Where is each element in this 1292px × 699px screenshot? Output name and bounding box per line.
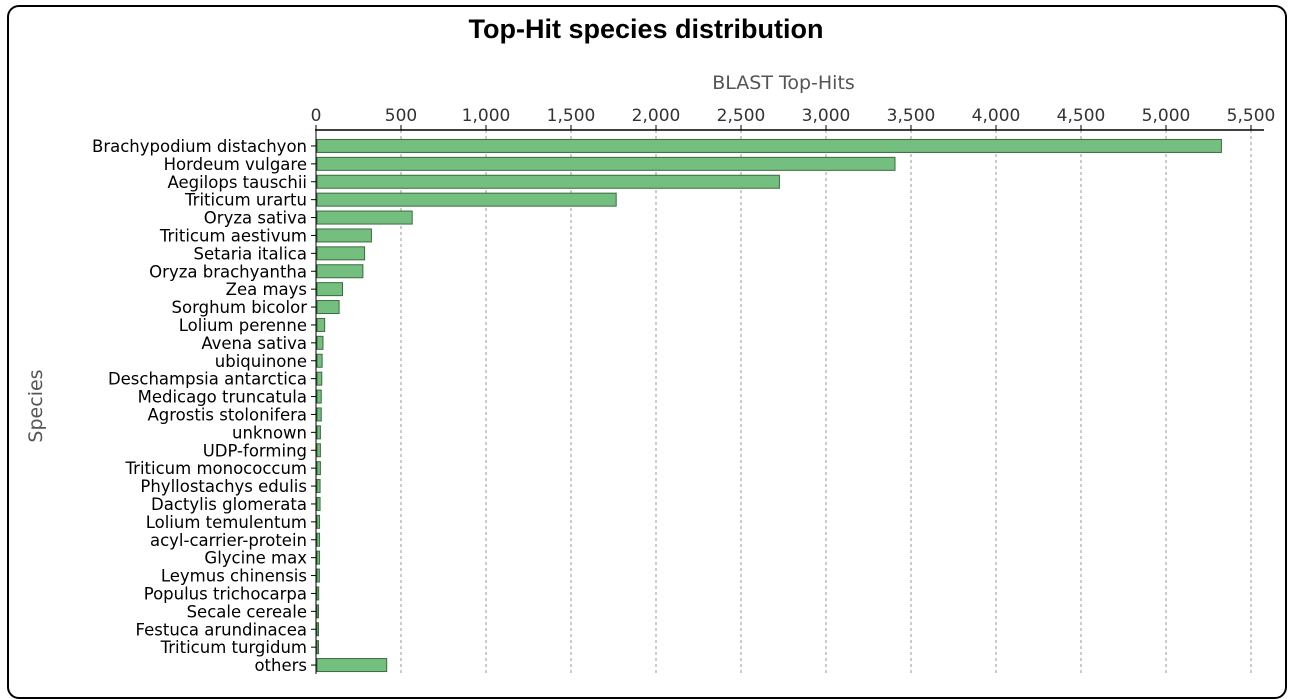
bar	[316, 496, 321, 511]
bar	[316, 425, 321, 440]
category-label: Triticum urartu	[184, 191, 307, 210]
category-label: Populus trichocarpa	[144, 584, 307, 603]
category-label: Lolium temulentum	[146, 513, 307, 532]
x-tick-label: 3,000	[802, 106, 851, 126]
bar	[316, 568, 320, 583]
plot-area: 0 500 1,000 1,500 2,000 2,500 3,000 3,500 4,000 4…	[92, 106, 1276, 674]
category-label: Triticum turgidum	[160, 638, 307, 657]
bar	[316, 192, 617, 207]
bar	[316, 550, 321, 565]
bar	[316, 210, 413, 225]
x-tick-label: 4,000	[972, 106, 1021, 126]
bar	[316, 604, 319, 619]
bar	[316, 228, 372, 243]
x-axis-label: BLAST Top-Hits	[712, 72, 855, 94]
x-tick-label: 5,500	[1227, 106, 1276, 126]
category-label: Oryza brachyantha	[149, 262, 307, 281]
x-tick-label: 1,500	[547, 106, 596, 126]
category-label: Glycine max	[204, 549, 307, 568]
bar	[316, 658, 388, 673]
category-label: ubiquinone	[215, 352, 307, 371]
chart-title: Top-Hit species distribution	[468, 14, 824, 44]
bar	[316, 479, 321, 494]
x-tick-label: 3,500	[887, 106, 936, 126]
category-label: others	[254, 656, 307, 674]
bar	[316, 353, 323, 368]
bar	[316, 407, 322, 422]
x-tick-label: 500	[385, 106, 417, 126]
bar	[316, 461, 321, 476]
category-label: Sorghum bicolor	[172, 298, 308, 317]
category-label: Deschampsia antarctica	[108, 370, 307, 389]
category-label: Aegilops tauschii	[167, 173, 307, 192]
x-tick-label: 0	[311, 106, 322, 126]
category-label: Agrostis stolonifera	[147, 405, 307, 424]
bar	[316, 156, 896, 171]
bar	[316, 514, 321, 529]
bar	[316, 335, 324, 350]
bar	[316, 371, 323, 386]
chart-frame	[7, 5, 1287, 699]
bar	[316, 532, 321, 547]
category-label: Setaria italica	[194, 244, 307, 263]
x-tick-label: 4,500	[1057, 106, 1106, 126]
category-label: UDP-forming	[203, 441, 307, 460]
bar	[316, 443, 321, 458]
category-label: Triticum monococcum	[125, 459, 307, 478]
category-label: Medicago truncatula	[138, 388, 307, 407]
bar	[316, 640, 319, 655]
category-label: Zea mays	[226, 280, 307, 299]
bar	[316, 300, 340, 315]
bar	[316, 174, 780, 189]
category-label: Leymus chinensis	[161, 567, 307, 586]
x-tick-label: 2,500	[717, 106, 766, 126]
category-label: Secale cereale	[187, 602, 307, 621]
x-tick-label: 1,000	[462, 106, 511, 126]
category-label: Avena sativa	[201, 334, 307, 353]
x-tick-label: 5,000	[1142, 106, 1191, 126]
category-label: Hordeum vulgare	[164, 155, 307, 174]
category-label: Festuca arundinacea	[136, 620, 307, 639]
x-tick-label: 2,000	[632, 106, 681, 126]
bar	[316, 586, 320, 601]
category-label: Oryza sativa	[204, 209, 307, 228]
bar	[316, 246, 366, 261]
category-label: unknown	[232, 423, 307, 442]
bar	[316, 282, 343, 297]
category-label: Phyllostachys edulis	[140, 477, 307, 496]
bar	[316, 389, 322, 404]
category-label: Lolium perenne	[179, 316, 307, 335]
bar	[316, 622, 319, 637]
category-label: Triticum aestivum	[159, 226, 307, 245]
bar	[316, 317, 326, 332]
category-label: acyl-carrier-protein	[150, 531, 307, 550]
category-label: Dactylis glomerata	[151, 495, 307, 514]
bar	[316, 264, 364, 279]
category-label: Brachypodium distachyon	[92, 137, 307, 156]
bar	[316, 138, 1222, 153]
